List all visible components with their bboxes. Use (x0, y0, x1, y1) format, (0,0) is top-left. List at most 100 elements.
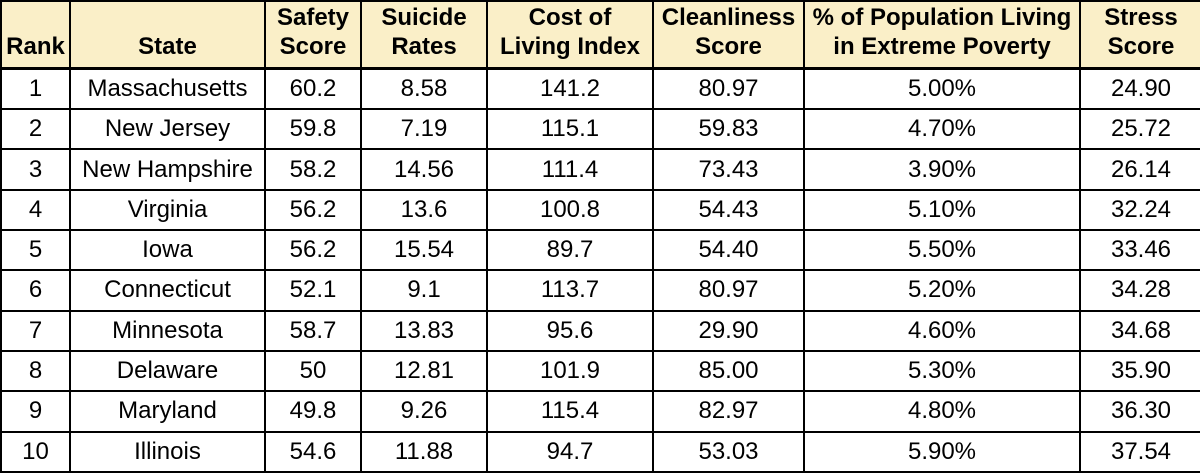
cell-rank: 4 (0, 188, 71, 232)
cell-safety-score: 58.2 (264, 148, 362, 191)
cell-suicide-rates: 13.83 (360, 309, 488, 352)
cell-suicide-rates: 11.88 (360, 430, 488, 473)
cell-stress-score: 33.46 (1079, 229, 1200, 272)
cell-safety-score: 59.8 (264, 108, 362, 151)
cell-state: New Jersey (69, 108, 266, 151)
cell-extreme-poverty-pct: 5.30% (803, 349, 1081, 393)
table-row: 8 Delaware 50 12.81 101.9 85.00 5.30% 35.90 (0, 349, 1200, 393)
cell-cost-of-living-index: 111.4 (486, 148, 654, 191)
cell-cleanliness-score: 54.43 (652, 188, 805, 232)
header-row: Rank State Safety Score Suicide Rates Cost o… (0, 0, 1200, 70)
table-row: 1 Massachusetts 60.2 8.58 141.2 80.97 5.00% 24.… (0, 67, 1200, 111)
cell-suicide-rates: 7.19 (360, 108, 488, 151)
column-header-cost-of-living-index: Cost of Living Index (486, 0, 654, 70)
cell-stress-score: 34.68 (1079, 309, 1200, 352)
cell-cleanliness-score: 53.03 (652, 430, 805, 473)
cell-cleanliness-score: 73.43 (652, 148, 805, 191)
column-header-stress-score: Stress Score (1079, 0, 1200, 70)
cell-state: Massachusetts (69, 67, 266, 111)
cell-cleanliness-score: 85.00 (652, 349, 805, 393)
cell-stress-score: 25.72 (1079, 108, 1200, 151)
cell-safety-score: 60.2 (264, 67, 362, 111)
cell-cleanliness-score: 54.40 (652, 229, 805, 272)
cell-stress-score: 26.14 (1079, 148, 1200, 191)
cell-safety-score: 54.6 (264, 430, 362, 473)
cell-state: Maryland (69, 390, 266, 433)
cell-extreme-poverty-pct: 4.70% (803, 108, 1081, 151)
cell-suicide-rates: 9.26 (360, 390, 488, 433)
cell-rank: 8 (0, 349, 71, 393)
cell-state: Minnesota (69, 309, 266, 352)
table-row: 4 Virginia 56.2 13.6 100.8 54.43 5.10% 32.24 (0, 188, 1200, 232)
cell-cost-of-living-index: 115.4 (486, 390, 654, 433)
table-row: 5 Iowa 56.2 15.54 89.7 54.40 5.50% 33.46 (0, 229, 1200, 272)
cell-extreme-poverty-pct: 5.20% (803, 269, 1081, 312)
cell-extreme-poverty-pct: 3.90% (803, 148, 1081, 191)
table-header: Rank State Safety Score Suicide Rates Cost o… (0, 0, 1200, 70)
cell-cost-of-living-index: 95.6 (486, 309, 654, 352)
cell-extreme-poverty-pct: 4.80% (803, 390, 1081, 433)
cell-extreme-poverty-pct: 5.10% (803, 188, 1081, 232)
cell-suicide-rates: 14.56 (360, 148, 488, 191)
cell-state: Delaware (69, 349, 266, 393)
cell-suicide-rates: 8.58 (360, 67, 488, 111)
cell-rank: 5 (0, 229, 71, 272)
cell-rank: 10 (0, 430, 71, 473)
table-body: 1 Massachusetts 60.2 8.58 141.2 80.97 5.00% 24.… (0, 67, 1200, 473)
cell-state: Iowa (69, 229, 266, 272)
table-row: 10 Illinois 54.6 11.88 94.7 53.03 5.90% 37.54 (0, 430, 1200, 473)
cell-cleanliness-score: 82.97 (652, 390, 805, 433)
cell-rank: 3 (0, 148, 71, 191)
cell-cost-of-living-index: 89.7 (486, 229, 654, 272)
cell-cost-of-living-index: 94.7 (486, 430, 654, 473)
table-row: 2 New Jersey 59.8 7.19 115.1 59.83 4.70% 25.72 (0, 108, 1200, 151)
cell-rank: 1 (0, 67, 71, 111)
cell-rank: 9 (0, 390, 71, 433)
cell-suicide-rates: 15.54 (360, 229, 488, 272)
cell-safety-score: 58.7 (264, 309, 362, 352)
table-row: 7 Minnesota 58.7 13.83 95.6 29.90 4.60% 34.68 (0, 309, 1200, 352)
cell-safety-score: 52.1 (264, 269, 362, 312)
table-row: 6 Connecticut 52.1 9.1 113.7 80.97 5.20% 34.28 (0, 269, 1200, 312)
cell-suicide-rates: 12.81 (360, 349, 488, 393)
table-row: 3 New Hampshire 58.2 14.56 111.4 73.43 3.90% 26… (0, 148, 1200, 191)
cell-safety-score: 56.2 (264, 188, 362, 232)
cell-cleanliness-score: 80.97 (652, 269, 805, 312)
cell-safety-score: 49.8 (264, 390, 362, 433)
cell-extreme-poverty-pct: 5.00% (803, 67, 1081, 111)
column-header-extreme-poverty-pct: % of Population Living in Extreme Povert… (803, 0, 1081, 70)
cell-rank: 2 (0, 108, 71, 151)
cell-stress-score: 35.90 (1079, 349, 1200, 393)
cell-safety-score: 56.2 (264, 229, 362, 272)
cell-cleanliness-score: 59.83 (652, 108, 805, 151)
cell-cost-of-living-index: 113.7 (486, 269, 654, 312)
cell-state: New Hampshire (69, 148, 266, 191)
cell-cleanliness-score: 80.97 (652, 67, 805, 111)
column-header-suicide-rates: Suicide Rates (360, 0, 488, 70)
cell-cleanliness-score: 29.90 (652, 309, 805, 352)
cell-stress-score: 34.28 (1079, 269, 1200, 312)
cell-suicide-rates: 9.1 (360, 269, 488, 312)
column-header-safety-score: Safety Score (264, 0, 362, 70)
column-header-cleanliness-score: Cleanliness Score (652, 0, 805, 70)
cell-extreme-poverty-pct: 4.60% (803, 309, 1081, 352)
cell-extreme-poverty-pct: 5.90% (803, 430, 1081, 473)
column-header-rank: Rank (0, 0, 71, 70)
cell-state: Illinois (69, 430, 266, 473)
cell-rank: 7 (0, 309, 71, 352)
table-row: 9 Maryland 49.8 9.26 115.4 82.97 4.80% 36.30 (0, 390, 1200, 433)
cell-state: Connecticut (69, 269, 266, 312)
cell-cost-of-living-index: 101.9 (486, 349, 654, 393)
column-header-state: State (69, 0, 266, 70)
cell-cost-of-living-index: 100.8 (486, 188, 654, 232)
cell-stress-score: 37.54 (1079, 430, 1200, 473)
cell-stress-score: 32.24 (1079, 188, 1200, 232)
cell-suicide-rates: 13.6 (360, 188, 488, 232)
cell-cost-of-living-index: 115.1 (486, 108, 654, 151)
cell-extreme-poverty-pct: 5.50% (803, 229, 1081, 272)
cell-state: Virginia (69, 188, 266, 232)
cell-cost-of-living-index: 141.2 (486, 67, 654, 111)
cell-stress-score: 36.30 (1079, 390, 1200, 433)
cell-safety-score: 50 (264, 349, 362, 393)
